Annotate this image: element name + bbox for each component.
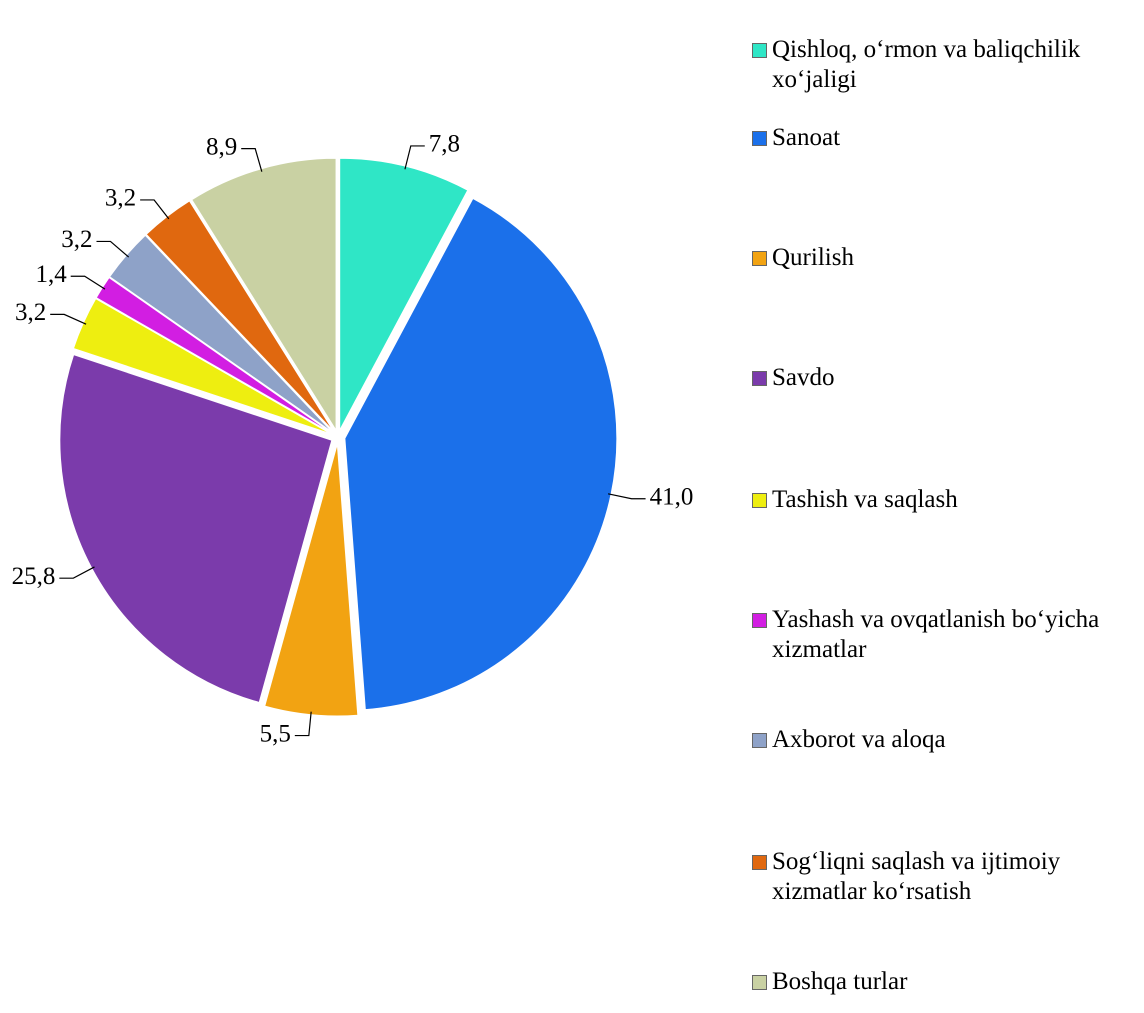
legend-label: Qurilish bbox=[772, 244, 854, 271]
legend-label: Axborot va aloqa bbox=[772, 726, 946, 753]
legend-swatch bbox=[752, 613, 767, 628]
legend-swatch bbox=[752, 43, 767, 58]
legend-item: Sanoat bbox=[752, 123, 1142, 153]
legend-item: Savdo bbox=[752, 363, 1142, 393]
legend-item: Yashash va ovqatlanish bo‘yicha xizmatla… bbox=[752, 605, 1142, 665]
legend-swatch bbox=[752, 975, 767, 990]
data-label: 3,2 bbox=[105, 185, 136, 212]
legend-label: Sog‘liqni saqlash va ijtimoiy xizmatlar … bbox=[772, 848, 1061, 905]
leader-line bbox=[607, 493, 646, 500]
legend-item: Qishloq, o‘rmon va baliqchilik xo‘jaligi bbox=[752, 35, 1142, 95]
data-label: 7,8 bbox=[429, 131, 460, 158]
legend-item: Qurilish bbox=[752, 243, 1142, 273]
legend-item: Sog‘liqni saqlash va ijtimoiy xizmatlar … bbox=[752, 847, 1142, 907]
data-label: 41,0 bbox=[650, 483, 694, 510]
legend-swatch bbox=[752, 371, 767, 386]
legend-swatch bbox=[752, 493, 767, 508]
data-label: 25,8 bbox=[12, 563, 56, 590]
leader-line bbox=[241, 148, 263, 172]
legend-label: Qishloq, o‘rmon va baliqchilik xo‘jaligi bbox=[772, 36, 1081, 93]
leader-line bbox=[404, 145, 425, 170]
legend-label: Boshqa turlar bbox=[772, 968, 908, 995]
leader-line bbox=[96, 240, 130, 258]
legend-label: Savdo bbox=[772, 364, 835, 391]
legend-item: Axborot va aloqa bbox=[752, 725, 1142, 755]
legend-label: Sanoat bbox=[772, 124, 841, 151]
legend-swatch bbox=[752, 251, 767, 266]
leader-line bbox=[140, 199, 170, 220]
legend-item: Tashish va saqlash bbox=[752, 485, 1142, 515]
leader-line bbox=[294, 711, 312, 737]
legend-swatch bbox=[752, 855, 767, 870]
legend-label: Tashish va saqlash bbox=[772, 486, 958, 513]
data-label: 3,2 bbox=[15, 299, 46, 326]
data-label: 5,5 bbox=[260, 720, 291, 747]
legend-swatch bbox=[752, 733, 767, 748]
data-label: 8,9 bbox=[206, 133, 237, 160]
data-label: 3,2 bbox=[61, 226, 92, 253]
legend-swatch bbox=[752, 131, 767, 146]
data-label: 1,4 bbox=[35, 261, 67, 288]
leader-line bbox=[50, 313, 87, 325]
legend-item: Boshqa turlar bbox=[752, 967, 1142, 997]
legend-label: Yashash va ovqatlanish bo‘yicha xizmatla… bbox=[772, 606, 1100, 663]
leader-line bbox=[59, 566, 95, 579]
leader-line bbox=[70, 275, 106, 290]
